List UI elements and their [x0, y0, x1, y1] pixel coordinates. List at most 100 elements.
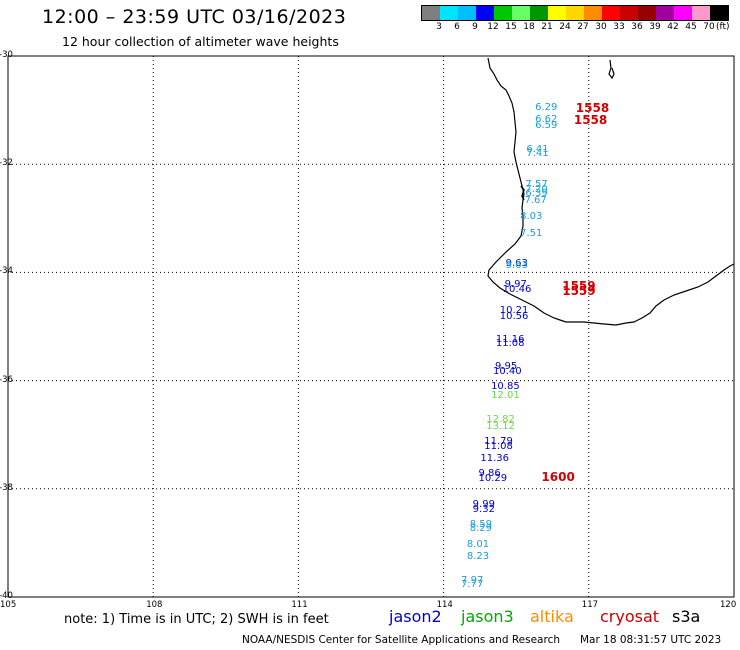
- wave-height-value: 7.20: [525, 184, 548, 196]
- wave-height-value: 11.08: [495, 338, 525, 350]
- wave-height-value: 10.21: [499, 304, 529, 316]
- wave-height-value: 13.12: [486, 421, 515, 433]
- wave-height-value: 11.36: [480, 452, 510, 464]
- latitude-label: -40: [0, 591, 13, 601]
- color-swatch: [548, 6, 566, 20]
- pass-time-label: 1559: [562, 283, 596, 298]
- color-swatch: [710, 6, 728, 20]
- wave-height-value: 12.82: [486, 414, 515, 426]
- longitude-label: 108: [146, 600, 163, 610]
- wave-height-value: 9.63: [505, 260, 528, 272]
- inland-water-feature: [608, 59, 615, 80]
- color-scale-unit: (ft): [716, 22, 730, 32]
- wave-height-value: 7.57: [525, 178, 548, 190]
- lat-lon-grid: [8, 56, 734, 597]
- wave-height-value: 7.41: [526, 148, 549, 160]
- longitude-label: 117: [581, 600, 599, 610]
- wave-height-value: 8.01: [466, 539, 490, 551]
- satellite-legend-s3a: s3a: [672, 607, 701, 626]
- color-scale-tick: 21: [541, 22, 553, 32]
- rottnest-coast-detail: [520, 185, 525, 201]
- latitude-label: -34: [0, 266, 13, 277]
- wave-height-value: 6.41: [526, 143, 549, 155]
- wave-height-value: 8.59: [469, 518, 493, 530]
- color-scale-tick: 27: [577, 22, 589, 32]
- color-scale-tick: 39: [649, 22, 661, 32]
- longitude-label: 114: [436, 600, 453, 610]
- wave-height-value: 10.40: [493, 365, 522, 377]
- color-swatch: [458, 6, 476, 20]
- color-swatch: [512, 6, 530, 20]
- longitude-label: 120: [720, 600, 737, 610]
- wave-height-value: 8.29: [469, 523, 493, 535]
- latitude-label: -30: [0, 50, 13, 60]
- footer-note: note: 1) Time is in UTC; 2) SWH is in fe…: [64, 612, 329, 627]
- color-scale-tick: 18: [523, 22, 535, 32]
- wave-height-value: 9.95: [494, 360, 518, 372]
- wave-height-value: 6.39: [525, 188, 548, 200]
- credit-line: NOAA/NESDIS Center for Satellite Applica…: [242, 634, 560, 646]
- color-swatch: [620, 6, 638, 20]
- wave-height-value: 11.79: [484, 436, 513, 448]
- satellite-legend-jason2: jason2: [389, 607, 442, 626]
- color-swatch: [530, 6, 548, 20]
- satellite-legend-cryosat: cryosat: [600, 607, 660, 626]
- longitude-label: 105: [0, 600, 17, 610]
- wave-height-value: 7.67: [524, 194, 547, 206]
- color-swatch: [494, 6, 512, 20]
- map-frame: [7, 55, 735, 598]
- wave-height-value: 7.77: [461, 579, 484, 591]
- pass-time-label: 1558: [573, 113, 608, 128]
- color-scale-tick: 6: [454, 22, 460, 32]
- wave-height-value: 10.56: [499, 310, 529, 322]
- latitude-label: -38: [0, 482, 13, 493]
- wave-height-value: 9.97: [504, 278, 527, 290]
- wave-height-color-scale: [421, 5, 729, 21]
- color-scale-tick: 30: [595, 22, 607, 32]
- map-title: 12:00 – 23:59 UTC 03/16/2023: [42, 6, 347, 28]
- color-swatch: [476, 6, 494, 20]
- wave-height-value: 10.46: [502, 284, 532, 296]
- color-swatch: [566, 6, 584, 20]
- pass-time-label: 1600: [541, 470, 575, 485]
- pass-time-label: 1559: [562, 278, 596, 293]
- wave-height-value: 11.08: [484, 440, 513, 452]
- color-scale-tick: 9: [472, 22, 478, 32]
- wave-height-value: 6.59: [535, 119, 558, 131]
- color-swatch: [638, 6, 656, 20]
- wave-height-value: 9.99: [472, 499, 495, 511]
- wave-height-value: 12.01: [491, 390, 520, 402]
- satellite-legend-altika: altika: [530, 607, 574, 626]
- color-scale-tick: 15: [505, 22, 517, 32]
- color-swatch: [602, 6, 620, 20]
- color-swatch: [656, 6, 674, 20]
- wave-height-value: 9.32: [472, 504, 495, 516]
- pass-time-label: 1558: [575, 100, 610, 115]
- wave-height-value: 6.62: [535, 114, 558, 126]
- generation-timestamp: Mar 18 08:31:57 UTC 2023: [580, 634, 722, 646]
- latitude-label: -32: [0, 158, 13, 169]
- longitude-label: 111: [291, 600, 308, 610]
- color-swatch: [584, 6, 602, 20]
- wave-height-value: 7.97: [461, 575, 484, 587]
- color-scale-tick: 33: [613, 22, 625, 32]
- color-swatch: [674, 6, 692, 20]
- color-scale-tick: 36: [631, 22, 643, 32]
- wave-height-value: 7.51: [520, 227, 543, 239]
- color-scale-tick: 45: [685, 22, 697, 32]
- australia-coastline: [487, 57, 735, 326]
- wave-height-value: 8.23: [466, 550, 490, 562]
- latitude-label: -36: [0, 374, 13, 385]
- wave-height-value: 9.63: [505, 258, 528, 270]
- color-scale-tick: 24: [559, 22, 571, 32]
- map-subtitle: 12 hour collection of altimeter wave hei…: [62, 34, 339, 49]
- wave-height-value: 8.03: [520, 211, 543, 223]
- wave-height-value: 10.29: [478, 473, 508, 485]
- color-scale-tick: 3: [436, 22, 442, 32]
- color-scale-tick: 70: [703, 22, 715, 32]
- color-scale-tick: 12: [487, 22, 499, 32]
- color-swatch: [422, 6, 440, 20]
- color-scale-tick: 42: [667, 22, 679, 32]
- wave-height-value: 6.29: [535, 101, 558, 113]
